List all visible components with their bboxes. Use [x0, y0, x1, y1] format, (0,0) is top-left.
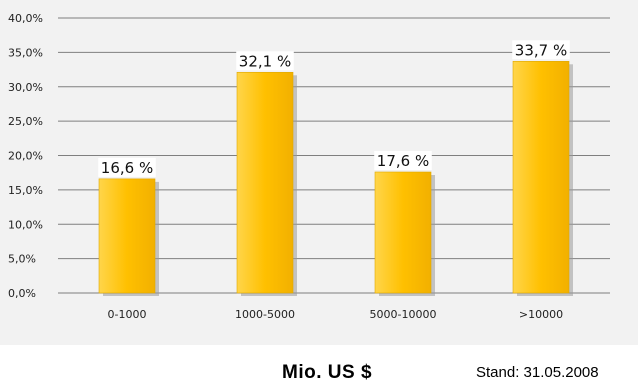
- data-label: 32,1 %: [239, 52, 291, 70]
- y-tick-label: 25,0%: [8, 115, 43, 128]
- y-tick-label: 20,0%: [8, 150, 43, 163]
- data-label-background: [512, 40, 570, 60]
- data-label-background: [374, 151, 432, 170]
- category-label: 5000-10000: [370, 308, 437, 321]
- y-tick-label: 40,0%: [8, 12, 43, 25]
- category-label: 0-1000: [108, 308, 147, 321]
- y-tick-label: 5,0%: [8, 253, 36, 266]
- category-label: >10000: [519, 308, 563, 321]
- data-label: 17,6 %: [377, 152, 429, 170]
- date-note: Stand: 31.05.2008: [476, 364, 599, 381]
- x-axis-label: Mio. US $: [282, 362, 373, 383]
- y-tick-label: 10,0%: [8, 218, 43, 231]
- y-tick-label: 30,0%: [8, 81, 43, 94]
- y-tick-label: 0,0%: [8, 287, 36, 300]
- y-tick-label: 15,0%: [8, 184, 43, 197]
- bar: [236, 72, 294, 294]
- data-label: 16,6 %: [101, 159, 153, 177]
- data-label-background: [98, 157, 156, 177]
- bar: [374, 171, 432, 294]
- bar: [512, 61, 570, 294]
- y-tick-label: 35,0%: [8, 46, 43, 59]
- chart-area: 0,0% 5,0% 10,0% 15,0% 20,0% 25,0% 30,0% 35,0% 40…: [0, 0, 638, 345]
- bar-chart: 0,0% 5,0% 10,0% 15,0% 20,0% 25,0% 30,0% 35,0% 40…: [8, 12, 610, 321]
- category-label: 1000-5000: [235, 308, 295, 321]
- bar: [98, 178, 156, 294]
- data-label: 33,7 %: [515, 41, 567, 59]
- data-label-background: [236, 51, 294, 71]
